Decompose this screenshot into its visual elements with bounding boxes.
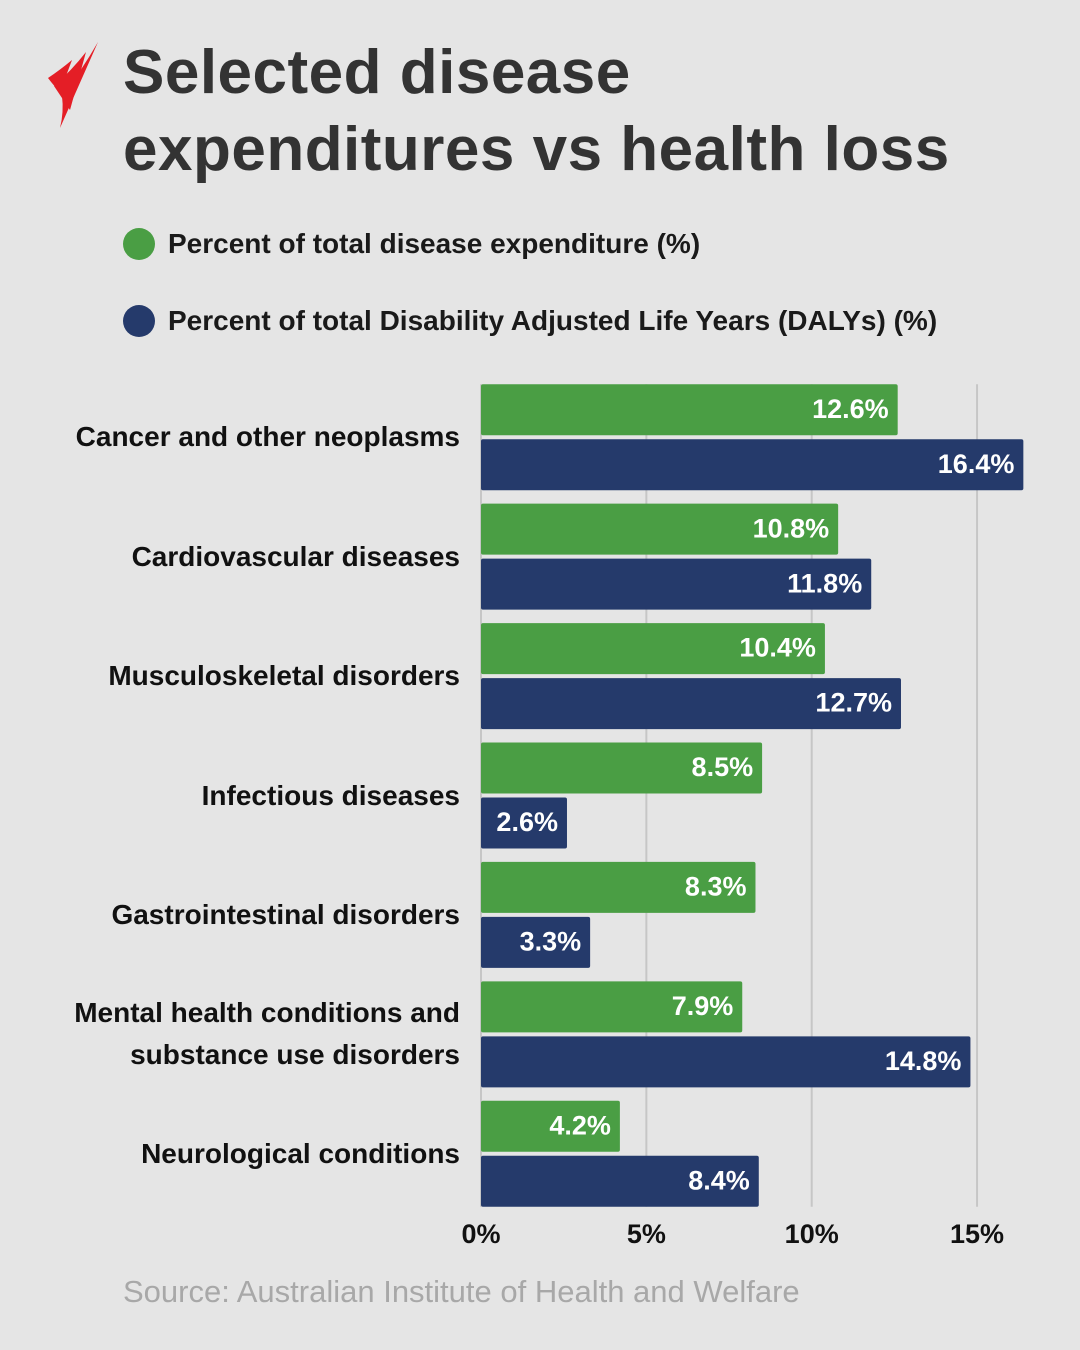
value-label: 4.2%	[549, 1110, 611, 1140]
value-label: 8.4%	[688, 1165, 750, 1195]
bar	[481, 742, 763, 794]
legend-item: Percent of total Disability Adjusted Lif…	[123, 305, 937, 337]
value-label: 8.5%	[692, 752, 754, 782]
bar	[481, 439, 1024, 491]
bar	[481, 678, 901, 730]
x-tick-label: 5%	[627, 1219, 666, 1249]
value-label: 14.8%	[885, 1046, 962, 1076]
value-label: 12.7%	[815, 688, 892, 718]
value-label: 8.3%	[685, 872, 747, 902]
logo-stroke	[54, 52, 86, 110]
logo	[48, 42, 98, 128]
y-tick-label: Cancer and other neoplasms	[75, 421, 460, 453]
y-tick-label: Gastrointestinal disorders	[111, 898, 460, 930]
legend-item: Percent of total disease expenditure (%)	[123, 228, 700, 260]
bar	[481, 916, 591, 968]
value-label: 7.9%	[672, 991, 734, 1021]
legend-marker	[123, 228, 155, 260]
bar	[481, 1036, 971, 1088]
y-tick-label: Mental health conditions and substance u…	[74, 997, 460, 1071]
x-tick-label: 0%	[461, 1219, 500, 1249]
y-tick-label: Neurological conditions	[141, 1137, 460, 1169]
bar	[481, 861, 756, 913]
value-label: 10.8%	[753, 513, 830, 543]
value-label: 3.3%	[520, 927, 582, 957]
bar	[481, 1155, 759, 1207]
bar	[481, 558, 872, 610]
legend-label: Percent of total Disability Adjusted Lif…	[168, 305, 938, 336]
bar	[481, 503, 839, 555]
logo-stroke	[48, 60, 72, 92]
legend-marker	[123, 305, 155, 337]
y-tick-label: Musculoskeletal disorders	[108, 660, 460, 692]
value-label: 11.8%	[787, 568, 862, 598]
value-label: 12.6%	[812, 394, 889, 424]
x-tick-label: 10%	[785, 1219, 839, 1249]
y-tick-label: Infectious diseases	[201, 779, 460, 811]
chart-title: Selected disease expenditures vs health …	[123, 38, 950, 184]
bar	[481, 623, 825, 675]
value-label: 16.4%	[938, 449, 1015, 479]
value-label: 10.4%	[739, 633, 816, 663]
value-label: 2.6%	[496, 807, 558, 837]
bar	[481, 981, 743, 1033]
y-tick-label: Cardiovascular diseases	[131, 540, 460, 572]
logo-stroke	[60, 42, 98, 128]
source: Source: Australian Institute of Health a…	[123, 1274, 800, 1309]
bar	[481, 1100, 620, 1152]
bar	[481, 384, 898, 436]
x-tick-label: 15%	[950, 1219, 1004, 1249]
bar	[481, 797, 567, 849]
legend-label: Percent of total disease expenditure (%)	[168, 228, 701, 259]
